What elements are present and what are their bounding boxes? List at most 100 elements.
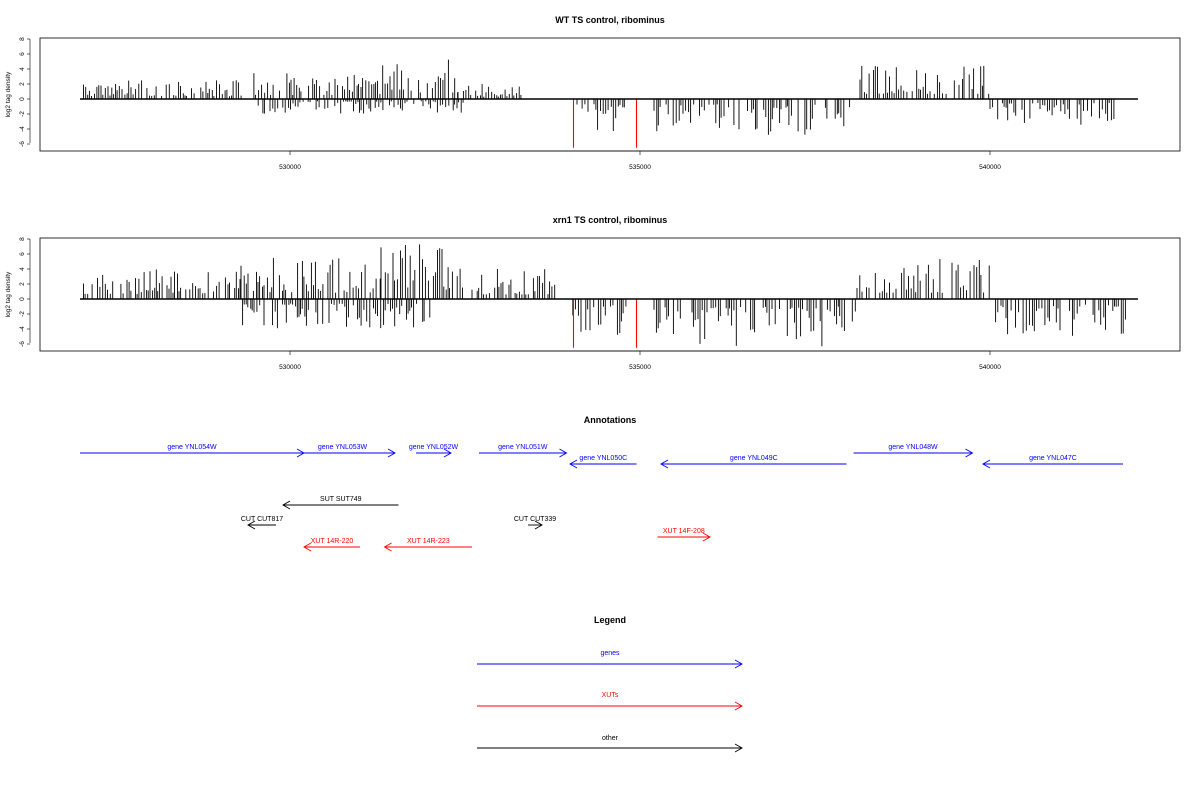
y-tick-label: -6 (19, 141, 26, 147)
feature-arrow-head (569, 459, 578, 469)
y-tick-neg2: -2 (19, 311, 30, 317)
annotation-feature: gene YNL050C (569, 455, 637, 469)
y-tick-0: 0 (19, 297, 30, 301)
x-tick-540000: 540000 (979, 151, 1001, 171)
annotation-feature: gene YNL053W (290, 444, 396, 458)
y-tick-label: -4 (19, 126, 26, 132)
y-tick-2: 2 (19, 82, 30, 86)
y-tick-4: 4 (19, 67, 30, 71)
feature-label: SUT SUT749 (320, 496, 362, 503)
feature-arrow-head (660, 459, 669, 469)
legend-title: Legend (594, 615, 626, 625)
y-tick-4: 4 (19, 267, 30, 271)
y-tick-label: -2 (19, 311, 26, 317)
feature-arrow-head (982, 459, 991, 469)
x-tick-label: 530000 (279, 364, 301, 371)
panel-title: xrn1 TS control, ribominus (553, 215, 668, 225)
x-tick-label: 540000 (979, 164, 1001, 171)
legend-label: XUTs (602, 692, 619, 699)
annotations-title: Annotations (584, 415, 637, 425)
y-tick-2: 2 (19, 282, 30, 286)
x-tick-535000: 535000 (629, 151, 651, 171)
y-tick-label: -4 (19, 326, 26, 332)
x-axis: 530000 535000 540000 (279, 150, 1001, 171)
y-tick-neg4: -4 (19, 126, 30, 132)
legend-label: other (602, 735, 619, 742)
annotation-feature: SUT SUT749 (282, 496, 399, 510)
feature-arrow-head (282, 500, 291, 510)
annotation-feature: gene YNL047C (982, 455, 1123, 469)
y-axis-label: log2 tag density (5, 71, 12, 117)
annotation-feature: XUT 14R-220 (303, 538, 360, 552)
y-axis-label: log2 tag density (5, 271, 12, 317)
density-bars (83, 244, 1126, 348)
feature-label: gene YNL049C (730, 455, 778, 462)
annotation-feature: XUT 14F-208 (657, 528, 711, 542)
panel-title: WT TS control, ribominus (555, 15, 665, 25)
y-tick-label: -2 (19, 111, 26, 117)
y-tick-8: 8 (19, 37, 30, 41)
feature-label: XUT 14R-220 (311, 538, 354, 545)
legend-arrow-head (734, 743, 743, 753)
legend-arrow-head (734, 701, 743, 711)
feature-arrow-head (383, 542, 392, 552)
y-tick-label: -6 (19, 341, 26, 347)
y-tick-label: 4 (19, 267, 26, 271)
y-axis: 8 6 4 2 0 -2 -4 -6 (19, 237, 31, 347)
annotation-features: gene YNL054W gene YNL053W gene YNL052W gene… (80, 444, 1123, 552)
feature-arrow-head (534, 520, 543, 530)
y-tick-neg6: -6 (19, 341, 30, 347)
feature-arrow-head (387, 448, 396, 458)
feature-arrow-head (965, 448, 974, 458)
y-tick-label: 2 (19, 82, 26, 86)
x-axis: 530000 535000 540000 (279, 350, 1001, 371)
feature-label: XUT 14F-208 (663, 528, 705, 535)
annotation-feature: gene YNL054W (80, 444, 305, 458)
y-tick-neg2: -2 (19, 111, 30, 117)
feature-label: gene YNL050C (579, 455, 627, 462)
feature-label: XUT 14R-223 (407, 538, 450, 545)
y-tick-8: 8 (19, 237, 30, 241)
legend-item-genes: genes (477, 650, 743, 669)
legend-item-xuts: XUTs (477, 692, 743, 711)
annotation-feature: CUT CUT339 (514, 516, 556, 530)
y-tick-label: 2 (19, 282, 26, 286)
feature-label: CUT CUT339 (514, 516, 556, 523)
annotation-feature: gene YNL049C (660, 455, 847, 469)
feature-arrow-head (443, 448, 452, 458)
y-tick-label: 4 (19, 67, 26, 71)
panel-xrn1: xrn1 TS control, ribominus log2 tag dens… (5, 215, 1181, 371)
y-tick-label: 6 (19, 252, 26, 256)
plot-frame (39, 37, 1181, 152)
y-tick-label: 6 (19, 52, 26, 56)
annotations-panel: Annotations gene YNL054W gene YNL053W gene… (80, 415, 1123, 552)
panel-wt: WT TS control, ribominus log2 tag densit… (5, 15, 1181, 171)
feature-label: gene YNL054W (167, 444, 217, 451)
feature-arrow-head (702, 532, 711, 542)
y-tick-label: 0 (19, 97, 26, 101)
legend-panel: Legend genes XUTs other (477, 615, 743, 753)
density-bars (83, 59, 1115, 148)
annotation-feature: XUT 14R-223 (383, 538, 472, 552)
feature-arrow-head (247, 520, 256, 530)
y-tick-neg6: -6 (19, 141, 30, 147)
annotation-feature: gene YNL048W (853, 444, 974, 458)
x-tick-label: 530000 (279, 164, 301, 171)
y-tick-label: 0 (19, 297, 26, 301)
y-tick-neg4: -4 (19, 326, 30, 332)
plot-frame (39, 237, 1181, 352)
feature-label: CUT CUT817 (241, 516, 283, 523)
y-tick-6: 6 (19, 52, 30, 56)
y-tick-label: 8 (19, 237, 26, 241)
feature-arrow-head (559, 448, 568, 458)
feature-arrow-head (303, 542, 312, 552)
y-axis: 8 6 4 2 0 -2 -4 -6 (19, 37, 31, 147)
x-tick-535000: 535000 (629, 351, 651, 371)
annotation-feature: gene YNL051W (479, 444, 568, 458)
legend-arrow-head (734, 659, 743, 669)
feature-label: gene YNL047C (1029, 455, 1077, 462)
x-tick-540000: 540000 (979, 351, 1001, 371)
x-tick-label: 535000 (629, 364, 651, 371)
y-tick-label: 8 (19, 37, 26, 41)
